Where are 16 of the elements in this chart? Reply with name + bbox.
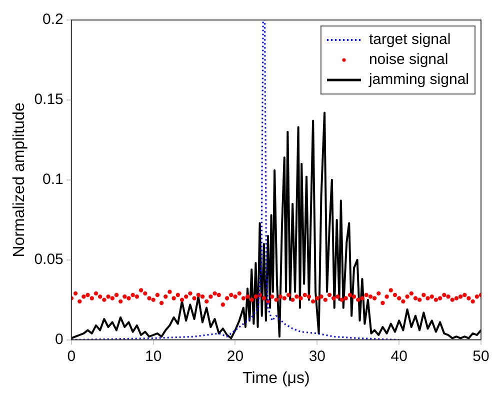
y-tick-label: 0.05: [34, 250, 64, 268]
x-axis-title: Time (μs): [242, 370, 310, 387]
y-axis-title: Normalized amplitude: [11, 102, 28, 258]
y-tick-label: 0: [55, 330, 64, 348]
x-tick-label: 0: [67, 348, 76, 365]
x-tick-label: 50: [472, 348, 490, 365]
legend-label: noise signal: [368, 51, 448, 68]
y-tick-label: 0.15: [34, 91, 64, 108]
x-tick-label: 30: [308, 348, 326, 365]
x-tick-label: 40: [390, 348, 408, 365]
x-tick-label: 10: [144, 348, 162, 365]
legend-label: target signal: [368, 31, 451, 48]
y-tick-label: 0.1: [42, 171, 64, 188]
legend-label: jamming signal: [368, 71, 470, 88]
x-tick-label: 20: [226, 348, 244, 365]
y-tick-label: 0.2: [42, 11, 64, 28]
